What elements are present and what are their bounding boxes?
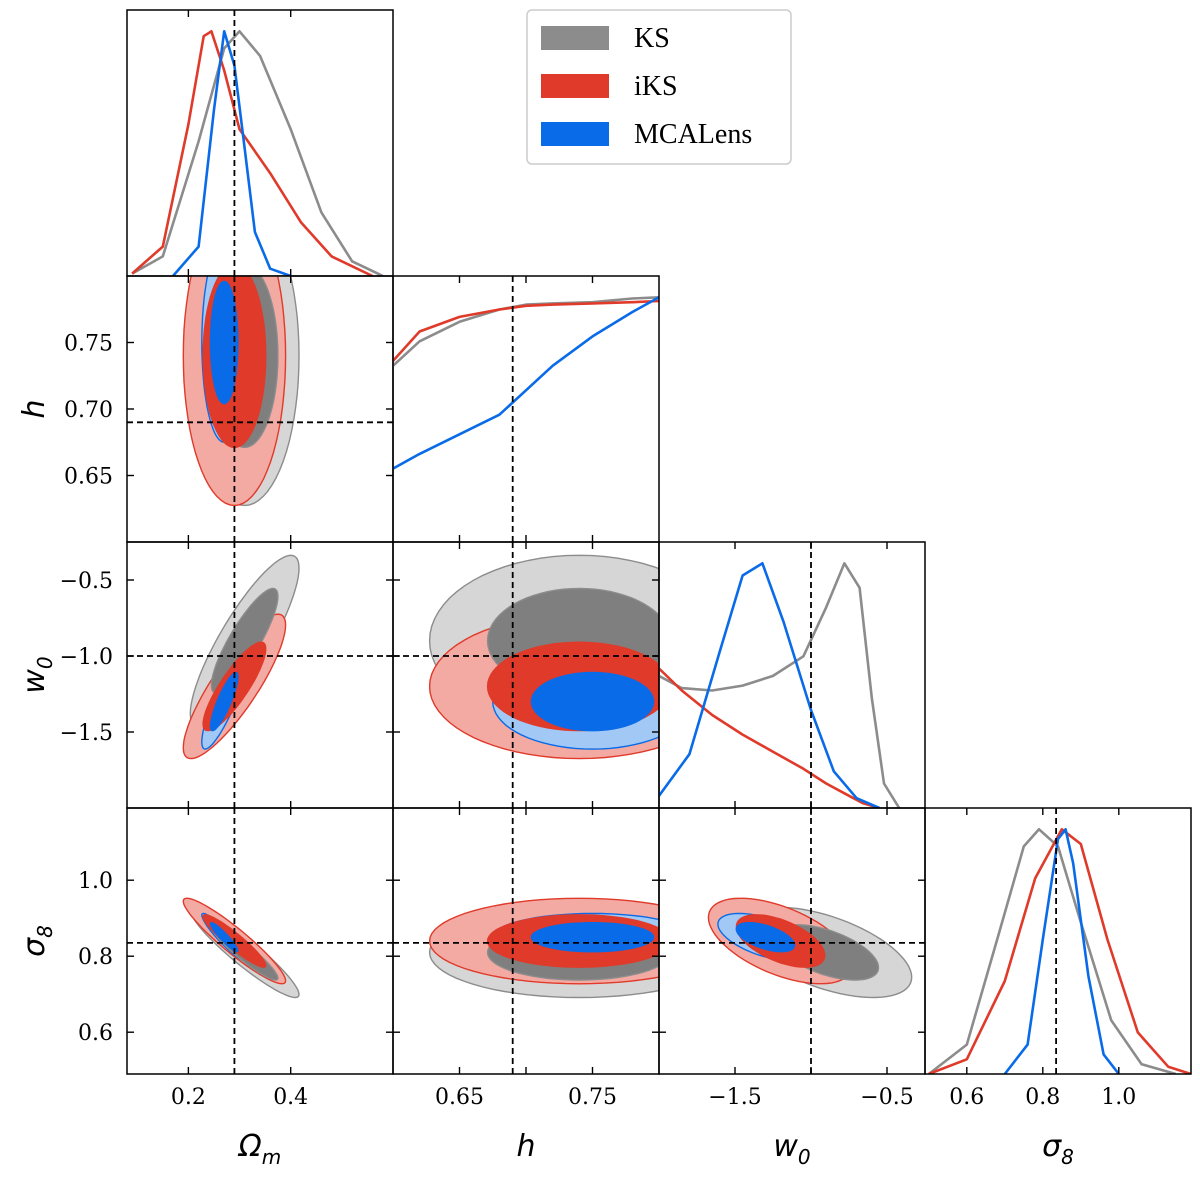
panel-frame (658, 541, 926, 809)
marginal-iKS-Om (131, 30, 374, 276)
x-tick-label-h: 0.65 (435, 1085, 484, 1110)
y-tick-label-w0: −0.5 (60, 569, 113, 594)
marginal-iKS-w0 (659, 667, 880, 808)
x-tick-label-s8: 1.0 (1101, 1085, 1136, 1110)
y-tick-label-h: 0.70 (64, 398, 113, 423)
marginal-MCALens-s8 (1003, 828, 1120, 1074)
y-tick-label-s8: 0.6 (78, 1021, 113, 1046)
marginal-KS-h (393, 296, 659, 367)
contour-inner-MCALens-Om-s8 (209, 922, 239, 953)
marginal-iKS-s8 (928, 828, 1191, 1074)
x-tick-label-s8: 0.6 (949, 1085, 984, 1110)
x-tick-label-h: 0.75 (568, 1085, 617, 1110)
legend: KS iKS MCALens (526, 9, 792, 165)
x-axis-label-Om: Ωm (237, 1129, 281, 1169)
panel-Om-Om (126, 9, 394, 277)
x-axis-label-s8: σ8 (1042, 1129, 1074, 1169)
y-axis-label-h: h (17, 399, 52, 418)
x-tick-label-Om: 0.4 (273, 1085, 308, 1110)
legend-swatch-KS (541, 26, 609, 50)
y-tick-label-w0: −1.5 (60, 721, 113, 746)
legend-label-KS: KS (634, 23, 670, 54)
legend-label-iKS: iKS (634, 71, 678, 102)
y-tick-label-s8: 0.8 (78, 945, 113, 970)
x-axis-label-h: h (516, 1129, 535, 1164)
y-tick-label-s8: 1.0 (78, 869, 113, 894)
panel-h-h (392, 275, 660, 543)
contour-inner-MCALens-h-w0 (530, 671, 655, 732)
marginal-iKS-h (393, 299, 659, 362)
y-axis-label-w0: w0 (17, 656, 57, 693)
panel-s8-w0 (658, 807, 926, 1075)
contour-inner-MCALens-h-s8 (530, 922, 655, 953)
contour-inner-MCALens-w0-s8 (735, 922, 796, 953)
legend-label-MCALens: MCALens (634, 119, 752, 150)
x-tick-label-s8: 0.8 (1025, 1085, 1060, 1110)
marginal-MCALens-w0 (659, 562, 880, 808)
panel-w0-Om (126, 541, 394, 809)
panel-frame (126, 807, 394, 1075)
x-tick-label-w0: −1.5 (708, 1085, 761, 1110)
panel-frame (924, 807, 1192, 1075)
y-tick-label-h: 0.75 (64, 332, 113, 357)
legend-swatch-iKS (541, 74, 609, 98)
marginal-KS-w0 (659, 562, 901, 808)
x-axis-label-w0: w0 (773, 1129, 810, 1169)
panel-h-Om (126, 275, 394, 543)
y-axis-label-s8: σ8 (17, 925, 57, 957)
panel-w0-h (392, 541, 660, 809)
legend-swatch-MCALens (541, 122, 609, 146)
panel-s8-s8 (924, 807, 1192, 1075)
marginal-KS-Om (131, 30, 384, 276)
marginal-MCALens-h (393, 296, 659, 470)
contour-inner-MCALens-Om-w0 (209, 671, 239, 732)
marginal-KS-s8 (928, 828, 1177, 1074)
panel-s8-h (392, 807, 660, 1075)
x-tick-label-Om: 0.2 (171, 1085, 206, 1110)
panel-w0-w0 (658, 541, 926, 809)
y-tick-label-w0: −1.0 (60, 645, 113, 670)
panel-frame (392, 275, 660, 543)
panel-s8-Om (126, 807, 394, 1075)
x-tick-label-w0: −0.5 (860, 1085, 913, 1110)
contour-inner-MCALens-Om-h (209, 280, 239, 405)
y-tick-label-h: 0.65 (64, 465, 113, 490)
marginal-MCALens-Om (172, 30, 292, 276)
panel-frame (126, 9, 394, 277)
